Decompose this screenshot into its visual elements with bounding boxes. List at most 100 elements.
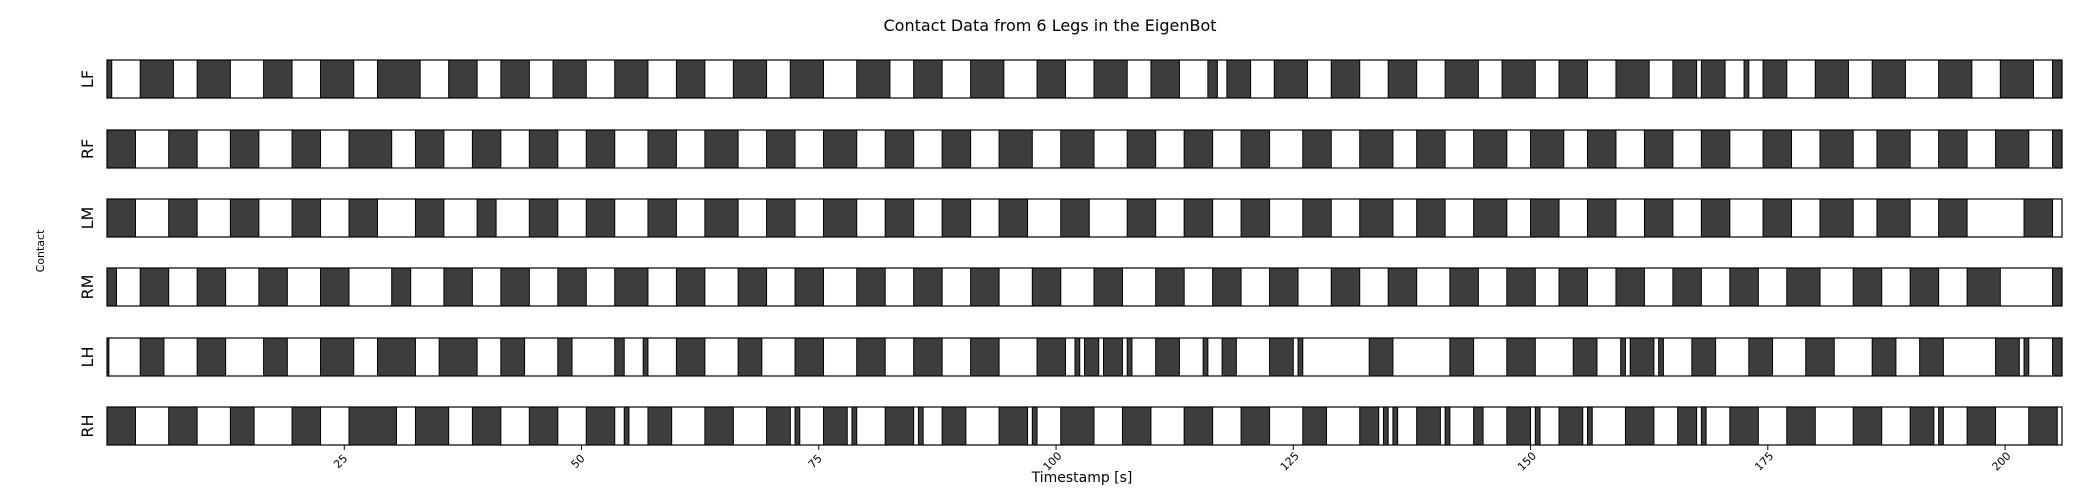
contact-segment xyxy=(1240,129,1271,169)
contact-segment xyxy=(1558,406,1584,446)
contact-segment xyxy=(2052,129,2063,169)
leg-label: LF xyxy=(78,70,97,88)
contact-segment xyxy=(106,59,113,99)
contact-segment xyxy=(998,406,1029,446)
contact-segment xyxy=(913,59,943,99)
contact-segment xyxy=(1155,267,1185,307)
contact-segment xyxy=(1871,59,1906,99)
contact-segment xyxy=(2023,337,2030,377)
contact-segment xyxy=(1700,198,1731,238)
contact-segment xyxy=(1359,198,1394,238)
row-frame xyxy=(106,337,2063,377)
contact-segment xyxy=(1273,59,1309,99)
contact-segment xyxy=(1126,198,1157,238)
contact-segment xyxy=(1183,406,1214,446)
contact-segment xyxy=(1093,267,1123,307)
contact-segment xyxy=(1995,337,2020,377)
contact-segment xyxy=(614,267,649,307)
contact-segment xyxy=(500,59,530,99)
contact-segment xyxy=(941,406,967,446)
contact-segment xyxy=(1729,267,1759,307)
contact-segment xyxy=(1615,267,1645,307)
contact-segment xyxy=(1084,337,1100,377)
contact-segment xyxy=(320,59,355,99)
contact-segment xyxy=(647,129,677,169)
contact-segment xyxy=(1416,198,1446,238)
contact-segment xyxy=(1691,337,1717,377)
row-frame xyxy=(106,267,2063,307)
contact-segment xyxy=(1700,59,1726,99)
contact-segment xyxy=(732,59,768,99)
contact-segment xyxy=(1416,129,1446,169)
contact-segment xyxy=(737,267,768,307)
contact-segment xyxy=(1302,198,1332,238)
leg-rows: LF RF LM RM LH RH xyxy=(78,59,2063,446)
contact-segment xyxy=(139,337,165,377)
contact-segment xyxy=(229,406,255,446)
contact-segment xyxy=(196,59,231,99)
contact-segment xyxy=(998,129,1033,169)
contact-segment xyxy=(1387,267,1418,307)
contact-segment xyxy=(675,337,706,377)
contact-segment xyxy=(552,59,587,99)
contact-segment xyxy=(856,59,891,99)
contact-segment xyxy=(476,198,497,238)
x-axis-label: Timestamp [s] xyxy=(1031,470,1133,486)
row-background xyxy=(107,60,2062,98)
contact-segment xyxy=(1155,337,1180,377)
row-frame xyxy=(106,59,2063,99)
contact-segment xyxy=(789,59,825,99)
contact-segment xyxy=(348,406,397,446)
contact-segment xyxy=(675,59,706,99)
contact-segment xyxy=(1852,267,1883,307)
contact-segment xyxy=(884,406,915,446)
contact-segment xyxy=(1473,129,1508,169)
contact-segment xyxy=(1036,59,1067,99)
contact-segment xyxy=(1330,59,1361,99)
contact-segment xyxy=(1534,406,1541,446)
contact-segment xyxy=(1126,129,1157,169)
row-frame xyxy=(106,198,2063,238)
contact-segment xyxy=(1212,267,1242,307)
contact-segment xyxy=(1586,198,1617,238)
contact-segment xyxy=(376,59,421,99)
contact-segment xyxy=(2052,267,2063,307)
contact-segment xyxy=(1093,59,1128,99)
contact-segment xyxy=(1762,129,1793,169)
contact-segment xyxy=(229,198,260,238)
contact-segment xyxy=(1207,59,1218,99)
contact-segment xyxy=(1558,267,1588,307)
contact-segment xyxy=(856,337,886,377)
contact-segment xyxy=(1871,337,1897,377)
contact-segment xyxy=(1814,59,1849,99)
contact-segment xyxy=(1615,59,1650,99)
contact-segment xyxy=(794,337,825,377)
contact-segment xyxy=(704,129,739,169)
x-tick-label: 150 xyxy=(1515,450,1539,474)
contact-segment xyxy=(1743,59,1750,99)
contact-segment xyxy=(823,406,848,446)
contact-segment xyxy=(139,59,174,99)
contact-segment xyxy=(196,267,227,307)
contact-segment xyxy=(766,198,796,238)
contact-segment xyxy=(1501,59,1536,99)
x-axis-ticks: 25 50 75 100 125 150 175 200 xyxy=(331,445,2014,474)
row-frame xyxy=(106,129,2063,169)
contact-segment xyxy=(794,267,825,307)
contact-segment xyxy=(941,198,972,238)
contact-segment xyxy=(1302,129,1332,169)
contact-segment xyxy=(1995,129,2030,169)
contact-segment xyxy=(823,198,858,238)
contact-segment xyxy=(1572,337,1598,377)
contact-segment xyxy=(704,198,739,238)
contact-segment xyxy=(1786,406,1816,446)
contact-segment xyxy=(1938,59,1973,99)
contact-segment xyxy=(647,198,677,238)
contact-segment xyxy=(851,406,858,446)
contact-segment xyxy=(106,198,136,238)
contact-segment xyxy=(1966,267,2001,307)
contact-segment xyxy=(1700,406,1707,446)
contact-segment xyxy=(913,267,943,307)
contact-segment xyxy=(1643,198,1674,238)
